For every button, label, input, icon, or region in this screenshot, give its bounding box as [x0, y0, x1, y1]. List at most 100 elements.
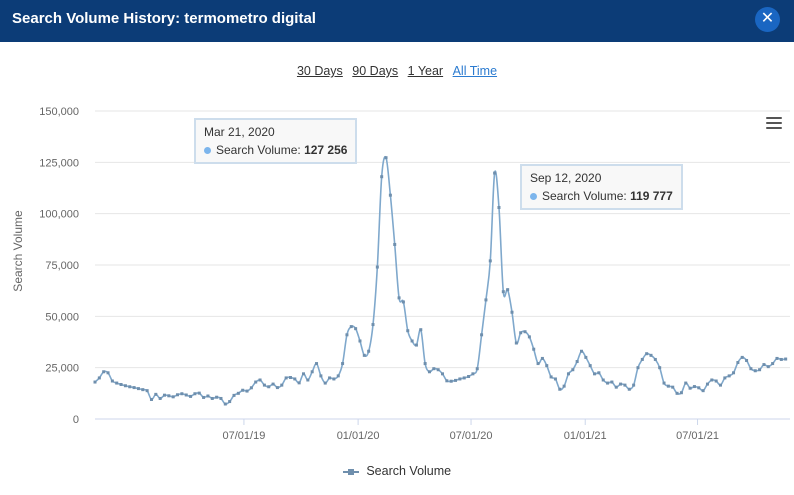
data-point — [697, 386, 701, 390]
data-point — [610, 380, 614, 384]
data-point — [367, 349, 371, 353]
series-search-volume — [93, 156, 788, 406]
data-point — [784, 357, 788, 361]
data-point — [232, 393, 236, 397]
data-point — [206, 394, 210, 398]
data-point — [115, 381, 119, 385]
data-point — [184, 393, 188, 397]
close-icon: ✕ — [760, 10, 775, 27]
data-point — [128, 385, 132, 389]
data-point — [745, 358, 749, 362]
data-point — [254, 380, 258, 384]
data-point — [315, 362, 319, 366]
data-point — [132, 386, 136, 390]
data-point — [649, 353, 653, 357]
data-point — [493, 171, 497, 175]
data-point — [714, 379, 718, 383]
tooltip-peak-2: Sep 12, 2020 Search Volume: 119 777 — [520, 164, 683, 210]
data-point — [349, 325, 353, 329]
data-point — [345, 333, 349, 337]
data-point — [710, 378, 714, 382]
data-point — [271, 382, 275, 386]
data-point — [445, 379, 449, 383]
data-point — [588, 364, 592, 368]
close-button[interactable]: ✕ — [755, 7, 780, 32]
range-link-90-days[interactable]: 90 Days — [352, 64, 399, 78]
range-link-1-year[interactable]: 1 Year — [407, 64, 444, 78]
data-point — [149, 397, 153, 401]
data-point — [732, 371, 736, 375]
data-point — [197, 391, 201, 395]
y-tick-label: 100,000 — [39, 209, 79, 221]
chart-menu-icon[interactable] — [766, 117, 782, 130]
data-point — [336, 374, 340, 378]
data-point — [645, 352, 649, 356]
data-point — [766, 365, 770, 369]
y-tick-label: 75,000 — [45, 260, 79, 272]
data-point — [275, 386, 279, 390]
data-point — [640, 357, 644, 361]
data-point — [410, 339, 414, 343]
data-point — [566, 372, 570, 376]
data-point — [236, 391, 240, 395]
data-point — [380, 175, 384, 179]
data-point — [666, 384, 670, 388]
data-point — [293, 377, 297, 381]
data-point — [753, 369, 757, 373]
y-tick-label: 25,000 — [45, 363, 79, 375]
y-tick-label: 0 — [73, 414, 79, 426]
data-point — [684, 381, 688, 385]
data-point — [176, 393, 180, 397]
data-point — [475, 367, 479, 371]
data-point — [467, 375, 471, 378]
data-point — [632, 383, 636, 387]
x-axis-ticks: 07/01/19 01/01/20 07/01/20 01/01/21 07/01/21 — [223, 419, 719, 442]
y-tick-label: 150,000 — [39, 106, 79, 118]
range-link-all-time[interactable]: All Time — [452, 64, 498, 78]
data-point — [215, 395, 219, 399]
data-point — [106, 371, 110, 375]
data-point — [284, 376, 288, 380]
data-point — [97, 376, 101, 380]
data-point — [636, 366, 640, 370]
data-point — [658, 366, 662, 370]
range-link-30-days[interactable]: 30 Days — [296, 64, 343, 78]
data-point — [110, 379, 114, 383]
data-point — [462, 376, 466, 380]
data-point — [154, 392, 158, 396]
tooltip-date: Mar 21, 2020 — [204, 125, 275, 139]
data-point — [458, 377, 462, 381]
data-point — [193, 392, 197, 396]
y-axis-title: Search Volume — [11, 210, 25, 292]
data-point — [228, 400, 232, 404]
data-point — [606, 381, 610, 385]
data-point — [701, 389, 705, 393]
x-tick-label: 01/01/21 — [564, 430, 607, 442]
data-point — [601, 378, 605, 382]
data-point — [136, 387, 140, 391]
data-point — [245, 389, 249, 393]
data-point — [119, 383, 123, 386]
data-point — [375, 265, 379, 269]
data-point — [302, 372, 305, 376]
chart-legend[interactable]: Search Volume — [0, 464, 794, 478]
y-axis-ticks: 0 25,000 50,000 75,000 100,000 125,000 150,000 — [39, 106, 79, 426]
data-point — [727, 374, 731, 378]
data-point — [288, 376, 292, 380]
data-point — [497, 206, 501, 210]
data-point — [332, 377, 336, 381]
tooltip-value: 127 256 — [304, 143, 348, 157]
dialog-header: Search Volume History: termometro digita… — [0, 0, 794, 42]
data-point — [93, 380, 97, 384]
tooltip-series-label: Search Volume: — [542, 189, 627, 203]
data-point — [223, 402, 227, 406]
data-point — [393, 242, 397, 246]
data-point — [406, 329, 410, 333]
data-point — [427, 370, 431, 374]
data-point — [341, 362, 345, 366]
data-point — [514, 341, 518, 345]
data-point — [540, 356, 544, 360]
data-point — [371, 323, 375, 327]
data-point — [536, 362, 540, 366]
data-point — [619, 382, 623, 386]
